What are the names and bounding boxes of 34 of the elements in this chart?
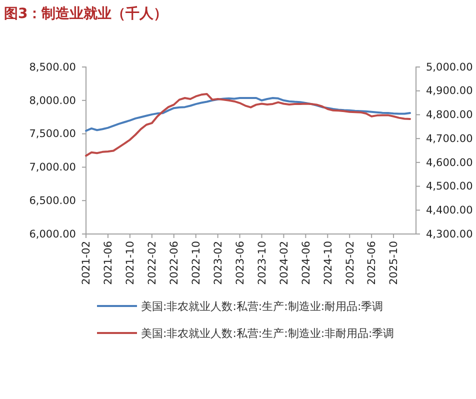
y2-tick-label: 4,500.00: [426, 180, 473, 193]
x-tick-label: 2022-06: [168, 240, 181, 285]
y2-tick-label: 4,700.00: [426, 132, 473, 145]
y2-tick-label: 4,400.00: [426, 204, 473, 217]
chart-title: 图3：制造业就业（千人）: [4, 5, 168, 22]
y-tick-label: 6,500.00: [29, 194, 76, 207]
x-tick-label: 2021-06: [102, 240, 115, 285]
x-tick-label: 2024-10: [322, 241, 334, 285]
x-tick-label: 2023-02: [212, 241, 224, 285]
x-tick-label: 2021-02: [80, 241, 93, 285]
legend-label: 美国:非农就业人数:私营:生产:制造业:耐用品:季调: [141, 300, 384, 313]
y2-tick-label: 5,000.00: [426, 61, 473, 74]
y2-tick-label: 4,800.00: [426, 109, 473, 122]
x-tick-label: 2023-06: [234, 240, 246, 285]
y2-tick-label: 4,600.00: [426, 156, 473, 169]
x-tick-label: 2024-02: [278, 241, 290, 285]
y-tick-label: 7,500.00: [29, 128, 76, 140]
y-tick-label: 8,000.00: [29, 94, 76, 107]
y-tick-label: 6,000.00: [29, 228, 76, 240]
line-series: [85, 92, 411, 157]
x-tick-label: 2025-06: [366, 240, 378, 285]
x-tick-label: 2023-10: [256, 241, 268, 285]
y2-tick-label: 4,300.00: [426, 228, 473, 240]
x-tick-label: 2025-02: [344, 241, 356, 285]
x-tick-label: 2022-02: [146, 241, 159, 285]
x-tick-label: 2022-10: [190, 241, 203, 285]
line-series: [85, 96, 411, 132]
legend-label: 美国:非农就业人数:私营:生产:制造业:非耐用品:季调: [141, 326, 394, 340]
y-tick-label: 7,000.00: [29, 162, 76, 174]
y2-tick-label: 4,900.00: [426, 85, 473, 98]
x-tick-label: 2024-06: [300, 240, 312, 285]
x-tick-label: 2021-10: [124, 241, 137, 285]
y-tick-label: 8,500.00: [29, 61, 76, 74]
x-tick-label: 2025-10: [388, 241, 400, 285]
